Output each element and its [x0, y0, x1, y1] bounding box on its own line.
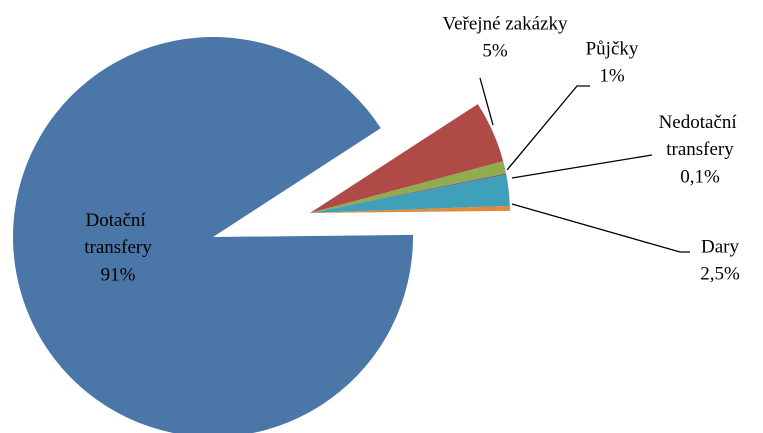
slice-label: Dary: [701, 236, 739, 257]
leader-line: [511, 154, 653, 179]
pie-slice: [310, 174, 510, 213]
pie-slice: [310, 104, 504, 213]
slice-label: Dotační transfery: [84, 210, 152, 258]
label-line: Nedotační: [659, 112, 742, 133]
leader-line: [506, 85, 590, 171]
value-label: 0,1%: [680, 166, 720, 187]
slice-label: Nedotační transfery: [659, 112, 742, 160]
slice-label: Půjčky: [586, 38, 639, 59]
pie-slice: [310, 173, 507, 213]
pie-slice: [310, 161, 507, 213]
value-label: 2,5%: [700, 263, 740, 284]
value-label: 5%: [482, 40, 508, 61]
labels: Veřejné zakázky 5% Půjčky 1% Nedotační trans…: [84, 13, 741, 285]
slice-label: Veřejné zakázky: [442, 13, 568, 34]
leader-line: [511, 203, 690, 253]
leader-line: [479, 77, 494, 126]
pie-slice: [310, 205, 510, 213]
leader-lines: [479, 77, 690, 253]
label-line: transfery: [666, 139, 734, 160]
pie-slice: [13, 37, 413, 433]
slices: [13, 37, 510, 433]
label-line: Dotační: [86, 210, 151, 231]
value-label: 1%: [599, 65, 625, 86]
value-label: 91%: [101, 264, 136, 285]
label-line: transfery: [84, 237, 152, 258]
